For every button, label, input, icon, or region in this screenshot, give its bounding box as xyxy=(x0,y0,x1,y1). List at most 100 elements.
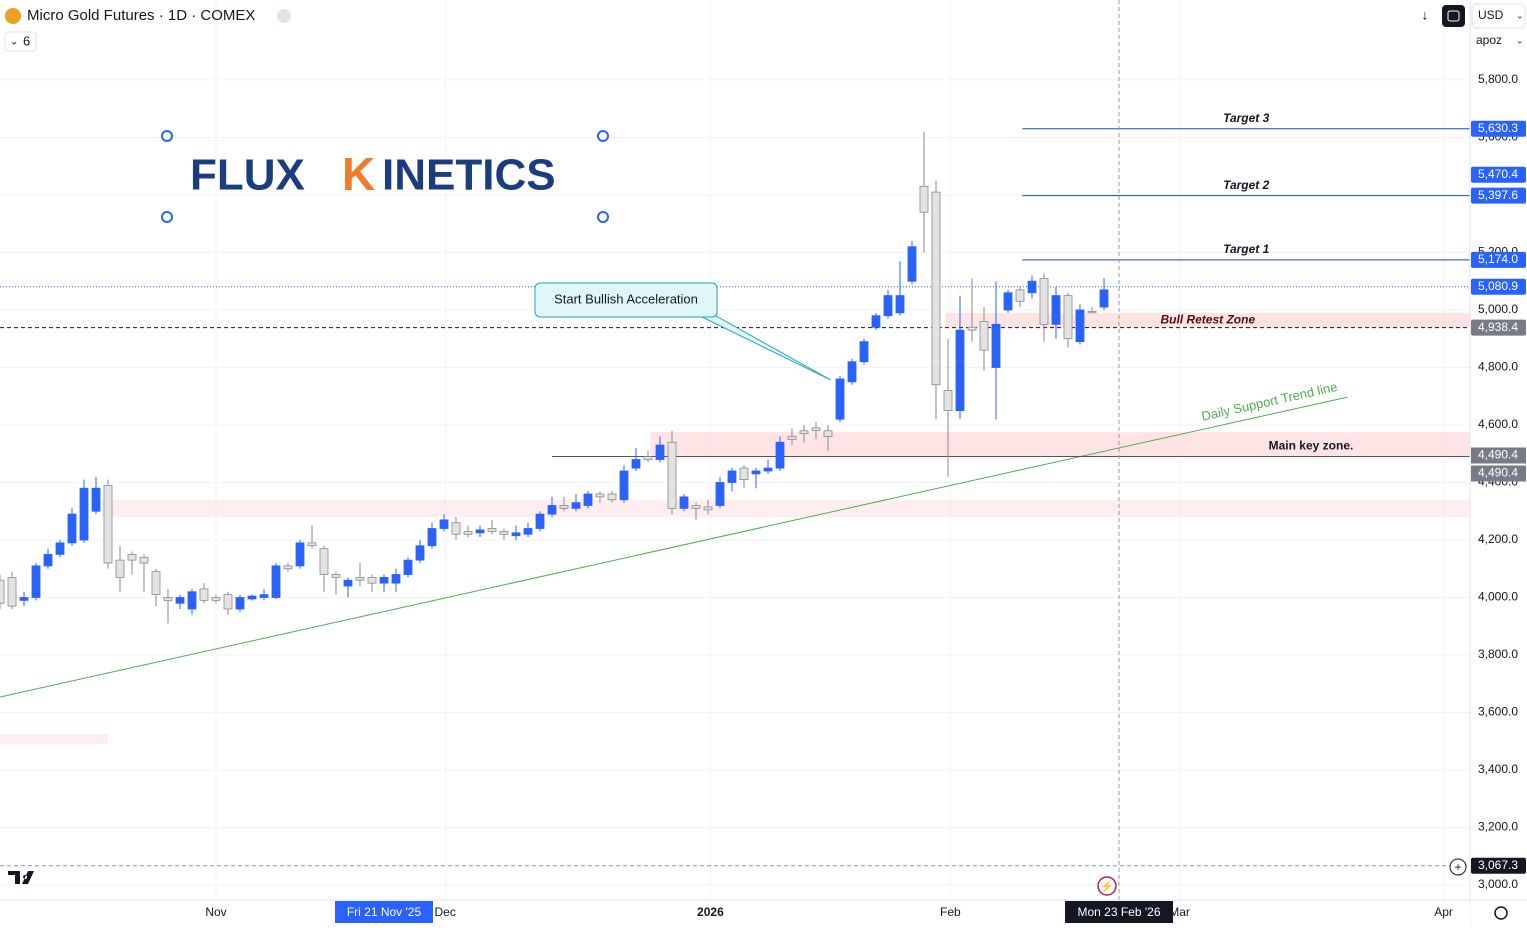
event-icon-glyph: ⚡ xyxy=(1100,880,1114,893)
candle-body xyxy=(859,341,869,363)
candle-body xyxy=(427,528,437,547)
replay-icon xyxy=(1447,10,1460,22)
date-tag-label: Fri 21 Nov '25 xyxy=(347,905,422,919)
price-tag-label: 4,490.4 xyxy=(1478,448,1518,462)
x-tick-label: Apr xyxy=(1434,905,1453,919)
y-tick-label: 4,600.0 xyxy=(1478,417,1518,431)
candle-body xyxy=(691,505,701,509)
price-tag xyxy=(1471,120,1526,137)
candle-body xyxy=(799,430,809,435)
candle-body xyxy=(91,487,101,512)
candle-body xyxy=(307,542,317,547)
trend-line xyxy=(0,396,1348,698)
candle-body xyxy=(187,591,197,610)
y-tick-label: 5,800.0 xyxy=(1478,72,1518,86)
handle[interactable] xyxy=(161,130,173,142)
symbol-title[interactable]: Micro Gold Futures · 1D · COMEX xyxy=(27,7,255,24)
callout-box xyxy=(534,282,718,318)
candle-body xyxy=(331,574,341,578)
collapse-button[interactable] xyxy=(277,9,291,23)
handle[interactable] xyxy=(597,130,609,142)
add-glyph: + xyxy=(1454,860,1461,874)
candle-body xyxy=(199,588,209,601)
download-button[interactable]: ↓ xyxy=(1422,7,1429,23)
candle-body xyxy=(151,571,161,596)
candle-body xyxy=(379,576,389,584)
candle-body xyxy=(487,528,497,532)
candle-body xyxy=(127,553,137,561)
candle-body xyxy=(667,441,677,509)
time-axis xyxy=(0,900,1470,927)
candle-body xyxy=(475,529,485,534)
candle-body xyxy=(139,556,149,564)
candle-body xyxy=(19,597,29,601)
scale-mode[interactable]: apoz xyxy=(1476,33,1502,47)
candle-body xyxy=(619,470,629,501)
candle-body xyxy=(511,532,521,537)
candle-body xyxy=(163,597,173,601)
candle-body xyxy=(355,576,365,581)
candle-body xyxy=(907,246,917,282)
candle-body xyxy=(535,513,545,529)
candle-body xyxy=(679,496,689,509)
price-tag-label: 4,938.4 xyxy=(1478,320,1518,334)
candle-body xyxy=(547,505,557,515)
candle-body xyxy=(259,594,269,598)
price-tag xyxy=(1471,251,1526,268)
header: Micro Gold Futures · 1D · COMEX ⌄ 6 ↓ US… xyxy=(4,3,1526,52)
chevron: ⌄ xyxy=(1516,10,1524,20)
price-tag-label: 3,067.3 xyxy=(1478,858,1518,872)
currency-button[interactable] xyxy=(1471,3,1526,29)
candle-body xyxy=(499,530,509,535)
candle-body xyxy=(835,378,845,420)
candle-body xyxy=(1003,292,1013,311)
candle-body xyxy=(451,522,461,535)
replay-button[interactable] xyxy=(1442,5,1465,27)
add-button[interactable] xyxy=(1449,858,1467,876)
candle-body xyxy=(739,467,749,481)
candle-body xyxy=(391,574,401,584)
candle-body xyxy=(211,597,221,601)
candle-body xyxy=(403,559,413,575)
y-tick-label: 4,200.0 xyxy=(1478,532,1518,546)
candle-body xyxy=(271,565,281,598)
logo-text: FLUX xyxy=(190,151,305,200)
candle-body xyxy=(463,530,473,535)
candle-body xyxy=(523,528,533,535)
zone-label: Main key zone. xyxy=(1269,439,1354,453)
x-tick-label: Nov xyxy=(205,905,226,919)
candle-body xyxy=(991,323,1001,368)
candle-body xyxy=(883,295,893,317)
candle-body xyxy=(847,361,857,383)
y-tick-label: 3,400.0 xyxy=(1478,762,1518,776)
candle-body xyxy=(895,295,905,314)
settings-button[interactable] xyxy=(1494,906,1508,920)
zone xyxy=(650,432,1470,457)
candle-body xyxy=(871,315,881,328)
candle-body xyxy=(7,576,17,607)
callout-text: Start Bullish Acceleration xyxy=(554,291,698,306)
price-tag xyxy=(1471,187,1526,204)
candle-body xyxy=(967,326,977,331)
candle-body xyxy=(1027,280,1037,294)
price-tag-label: 5,397.6 xyxy=(1478,188,1518,202)
candle-body xyxy=(175,597,185,604)
tv-logo[interactable] xyxy=(8,871,34,884)
handle[interactable] xyxy=(161,211,173,223)
date-tag xyxy=(335,901,433,923)
logo-text: INETICS xyxy=(382,151,556,200)
indicator-toggle[interactable] xyxy=(4,31,37,52)
candle-body xyxy=(415,545,425,561)
candle-body xyxy=(235,597,245,610)
candle-body xyxy=(787,436,797,440)
price-tag-label: 4,490.4 xyxy=(1478,466,1518,480)
handle[interactable] xyxy=(597,211,609,223)
event-icon[interactable] xyxy=(1097,876,1117,896)
price-tag xyxy=(1471,447,1526,464)
candle-body xyxy=(1087,311,1097,314)
logo[interactable]: FLUX K INETICS xyxy=(161,130,609,223)
candle-body xyxy=(763,467,773,472)
candle-body xyxy=(1075,309,1085,342)
candle-body xyxy=(607,493,617,501)
